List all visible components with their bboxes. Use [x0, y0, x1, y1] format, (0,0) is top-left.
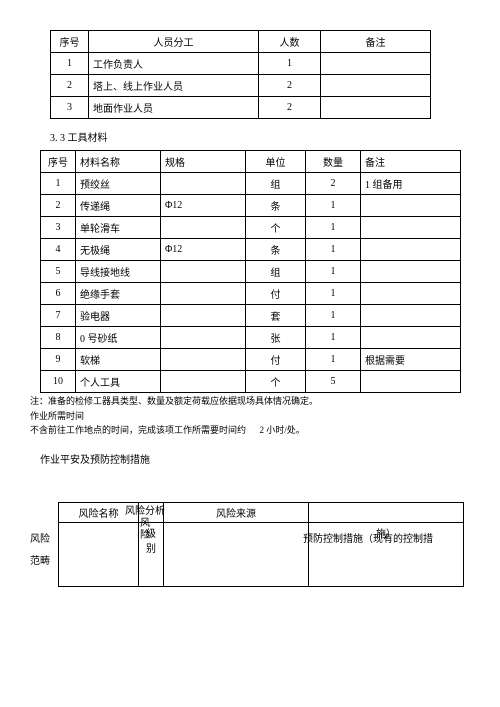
col-risk-source: 风险来源 [164, 502, 309, 522]
col-seq: 序号 [51, 31, 89, 53]
table-row: 80 号砂纸张1 [41, 327, 461, 349]
cell [164, 522, 309, 586]
cell [321, 53, 431, 75]
label-scope-2: 范畴 [30, 552, 50, 567]
note-2: 作业所需时间 [30, 410, 470, 423]
cell: 1 [259, 53, 321, 75]
cell-prevent: 施） [309, 522, 464, 586]
table-header-row: 序号 人员分工 人数 备注 [51, 31, 431, 53]
col-count: 人数 [259, 31, 321, 53]
cell [321, 75, 431, 97]
note-3-text: 不含前往工作地点的时间，完成该项工作所需要时间约 [30, 425, 246, 435]
risk-section: 风险分析 风 险 风险 范畴 预防控制措施（现有的控制措 风险名称 风险来源 级… [30, 502, 470, 587]
cell: 1 [51, 53, 89, 75]
col-unit: 单位 [246, 151, 306, 173]
col-risk-prevent [309, 502, 464, 522]
cell: 塔上、线上作业人员 [89, 75, 259, 97]
table-row: 10个人工具个5 [41, 371, 461, 393]
table-row: 4无极绳Φ12条1 [41, 239, 461, 261]
table-row: 3 地面作业人员 2 [51, 97, 431, 119]
cell: 2 [259, 97, 321, 119]
personnel-table: 序号 人员分工 人数 备注 1 工作负责人 1 2 塔上、线上作业人员 2 3 … [50, 30, 431, 119]
cell: 地面作业人员 [89, 97, 259, 119]
safety-heading: 作业平安及预防控制措施 [40, 451, 470, 466]
risk-header-row: 风险名称 风险来源 [59, 502, 464, 522]
note-3: 不含前往工作地点的时间，完成该项工作所需要时间约 2 小时/处。 [30, 424, 470, 437]
risk-table: 风险名称 风险来源 级 别 施） [58, 502, 464, 587]
col-risk-level [139, 502, 164, 522]
table-row: 3单轮滑车个1 [41, 217, 461, 239]
cell: 2 [259, 75, 321, 97]
note-3-time: 2 小时/处。 [260, 425, 305, 435]
note-1: 注：准备的检修工器具类型、数量及额定荷载应依据现场具体情况确定。 [30, 395, 470, 408]
table-row: 2 塔上、线上作业人员 2 [51, 75, 431, 97]
materials-table: 序号 材料名称 规格 单位 数量 备注 1预绞丝组21 组备用 2传递绳Φ12条… [40, 150, 461, 393]
level-2: 别 [143, 540, 159, 555]
cell [321, 97, 431, 119]
cell [59, 522, 139, 586]
table-row: 1预绞丝组21 组备用 [41, 173, 461, 195]
section-3-3-heading: 3. 3 工具材料 [50, 129, 470, 144]
table-row: 6绝缘手套付1 [41, 283, 461, 305]
level-1: 级 [143, 525, 159, 540]
col-remark: 备注 [321, 31, 431, 53]
cell: 工作负责人 [89, 53, 259, 75]
table-row: 1 工作负责人 1 [51, 53, 431, 75]
col-role: 人员分工 [89, 31, 259, 53]
cell: 2 [51, 75, 89, 97]
table-row: 7验电器套1 [41, 305, 461, 327]
table-row: 2传递绳Φ12条1 [41, 195, 461, 217]
table-row: 5导线接地线组1 [41, 261, 461, 283]
table-row: 9软梯付1根据需要 [41, 349, 461, 371]
cell: 3 [51, 97, 89, 119]
col-seq: 序号 [41, 151, 76, 173]
label-scope-1: 风险 [30, 530, 50, 545]
risk-data-row: 级 别 施） [59, 522, 464, 586]
col-risk-name: 风险名称 [59, 502, 139, 522]
col-remark: 备注 [361, 151, 461, 173]
col-spec: 规格 [161, 151, 246, 173]
table-header-row: 序号 材料名称 规格 单位 数量 备注 [41, 151, 461, 173]
col-qty: 数量 [306, 151, 361, 173]
col-name: 材料名称 [76, 151, 161, 173]
cell-level: 级 别 [139, 522, 164, 586]
